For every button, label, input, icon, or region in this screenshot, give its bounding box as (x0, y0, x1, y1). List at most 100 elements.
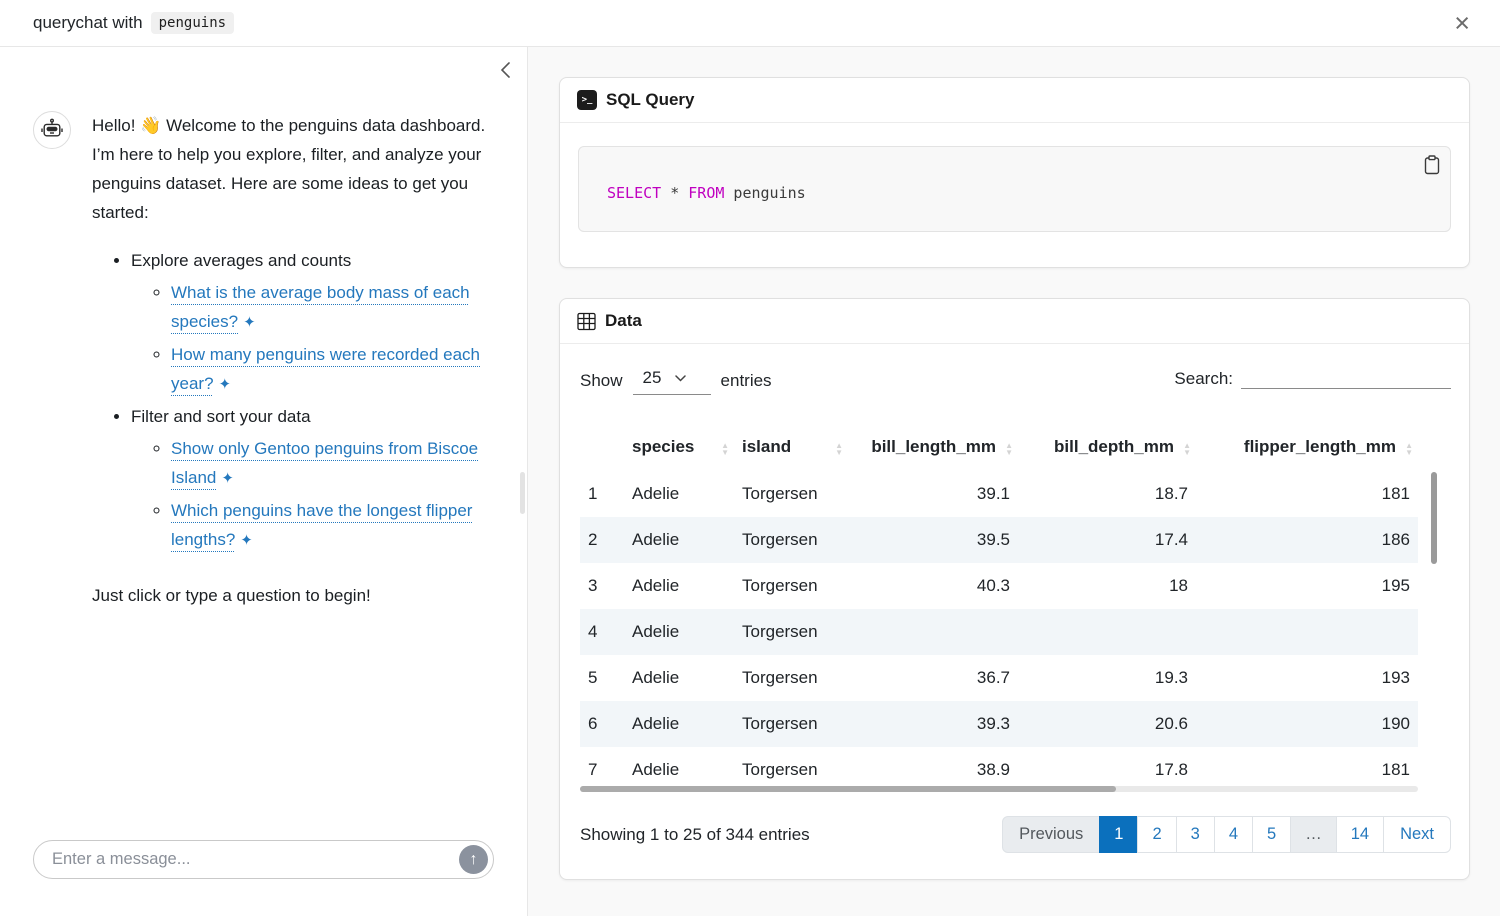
list-item: Show only Gentoo penguins from Biscoe Is… (171, 434, 497, 493)
sparkle-icon: ✦ (221, 470, 234, 487)
table-scroll-area: species ▲ ▼ island ▲ ▼ bill_length_mm ▲ ▼ bill_de… (580, 428, 1451, 792)
page-button-previous: Previous (1002, 816, 1101, 853)
sort-icons: ▲ ▼ (1405, 440, 1413, 457)
table-cell: 39.5 (976, 530, 1010, 549)
page-length-select[interactable]: 25 (632, 366, 711, 395)
page-length-value: 25 (642, 368, 662, 387)
page-button-5[interactable]: 5 (1252, 816, 1292, 853)
column-header-flipper_length_mm[interactable]: flipper_length_mm ▲ ▼ (1243, 437, 1413, 457)
sql-text: penguins (724, 184, 806, 202)
table-cell: 20.6 (1154, 714, 1188, 733)
table-cell: Adelie (632, 576, 680, 595)
table-cell: 186 (1381, 530, 1410, 549)
page-button-3[interactable]: 3 (1175, 816, 1215, 853)
sparkle-icon: ✦ (243, 314, 256, 331)
table-cell: Torgersen (742, 622, 818, 641)
table-cell: 7 (588, 760, 598, 779)
chat-input-container: ↑ (33, 840, 494, 879)
table-cell: Torgersen (742, 668, 818, 687)
chat-message-input[interactable] (52, 850, 459, 869)
table-cell: 181 (1381, 760, 1410, 779)
sql-code: SELECT * FROM penguins (607, 184, 806, 202)
suggestion-link[interactable]: Which penguins have the longest flipper … (171, 501, 473, 549)
copy-to-clipboard-icon[interactable] (1424, 155, 1440, 178)
sql-keyword: SELECT (607, 184, 662, 202)
table-cell (848, 609, 1018, 655)
suggestion-link[interactable]: Show only Gentoo penguins from Biscoe Is… (171, 439, 479, 487)
send-button[interactable]: ↑ (459, 845, 488, 874)
message-body: Hello! 👋 Welcome to the penguins data da… (92, 111, 497, 610)
closing-text: Just click or type a question to begin! (92, 586, 371, 605)
table-cell: 36.7 (976, 668, 1010, 687)
table-cell: 181 (1381, 484, 1410, 503)
chevron-down-icon (675, 374, 687, 382)
page-button-14[interactable]: 14 (1335, 816, 1385, 853)
column-header-species[interactable]: species ▲ ▼ (632, 437, 729, 457)
search-input[interactable] (1241, 366, 1451, 389)
robot-avatar-icon (33, 111, 71, 149)
sort-icons: ▲ ▼ (835, 440, 843, 457)
table-cell: 18 (1169, 576, 1188, 595)
page-button-4[interactable]: 4 (1213, 816, 1254, 853)
sparkle-icon: ✦ (218, 376, 232, 393)
page-title: querychat with penguins (33, 12, 235, 34)
collapse-sidebar-icon[interactable] (500, 61, 511, 82)
chat-sidebar: Hello! 👋 Welcome to the penguins data da… (0, 47, 528, 916)
table-row: 6 Adelie Torgersen 39.3 20.6 190 (580, 701, 1418, 747)
data-table: species ▲ ▼ island ▲ ▼ bill_length_mm ▲ ▼ bill_de… (580, 428, 1418, 792)
table-cell: 39.3 (976, 714, 1010, 733)
table-cell: 40.3 (976, 576, 1010, 595)
table-cell: 38.9 (976, 760, 1010, 779)
table-cell: Adelie (632, 714, 680, 733)
table-icon (577, 312, 596, 330)
sparkle-icon: ✦ (240, 532, 253, 549)
dataset-name-badge: penguins (150, 12, 235, 34)
sort-icons: ▲ ▼ (1005, 440, 1013, 457)
table-cell: Torgersen (742, 714, 818, 733)
title-text: querychat with (33, 13, 143, 32)
table-row: 3 Adelie Torgersen 40.3 18 195 (580, 563, 1418, 609)
table-cell: 193 (1381, 668, 1410, 687)
entries-info: Showing 1 to 25 of 344 entries (580, 824, 810, 844)
column-header-island[interactable]: island ▲ ▼ (742, 437, 843, 457)
close-icon[interactable]: × (1448, 9, 1476, 37)
table-controls: Show 25 entries Search: (580, 366, 1451, 395)
sort-icons: ▲ ▼ (721, 440, 729, 457)
table-cell: Adelie (632, 668, 680, 687)
table-cell: 1 (588, 484, 598, 503)
table-cell: 17.8 (1154, 760, 1188, 779)
suggestion-link[interactable]: How many penguins were recorded each yea… (171, 345, 481, 393)
table-cell: 18.7 (1154, 484, 1188, 503)
table-cell (1196, 609, 1418, 655)
page-button-2[interactable]: 2 (1137, 816, 1177, 853)
table-cell: 3 (588, 576, 598, 595)
vertical-scrollbar[interactable] (1431, 472, 1437, 564)
suggestion-link[interactable]: What is the average body mass of each sp… (171, 283, 470, 331)
horizontal-scrollbar-track[interactable] (580, 786, 1418, 792)
section-label: Explore averages and counts (131, 251, 352, 270)
table-cell: Adelie (632, 484, 680, 503)
table-cell: 190 (1381, 714, 1410, 733)
data-card-title: Data (605, 311, 642, 330)
page-button-1[interactable]: 1 (1099, 816, 1139, 853)
horizontal-scrollbar-thumb[interactable] (580, 786, 1117, 792)
sql-keyword: FROM (688, 184, 725, 202)
pagination: Previous 1 2 3 4 5… 14 Next (1002, 816, 1451, 853)
table-cell: Adelie (632, 760, 680, 779)
table-row: 5 Adelie Torgersen 36.7 19.3 193 (580, 655, 1418, 701)
table-cell (1018, 609, 1196, 655)
terminal-icon: >_ (577, 90, 597, 110)
column-header-bill_length_mm[interactable]: bill_length_mm ▲ ▼ (871, 437, 1013, 457)
sql-text: * (661, 184, 689, 202)
table-cell: 19.3 (1154, 668, 1188, 687)
page-button-next[interactable]: Next (1383, 816, 1451, 853)
search-label: Search: (1174, 369, 1233, 388)
table-row: 7 Adelie Torgersen 38.9 17.8 181 (580, 747, 1418, 792)
column-header-bill_depth_mm[interactable]: bill_depth_mm ▲ ▼ (1054, 437, 1191, 457)
sql-code-block: SELECT * FROM penguins (578, 146, 1451, 232)
entries-label: entries (720, 370, 772, 390)
panel-resize-handle[interactable] (520, 472, 525, 514)
show-label: Show (580, 370, 623, 390)
table-cell: Adelie (632, 530, 680, 549)
data-card: Data Show 25 entries Search: (559, 298, 1470, 880)
